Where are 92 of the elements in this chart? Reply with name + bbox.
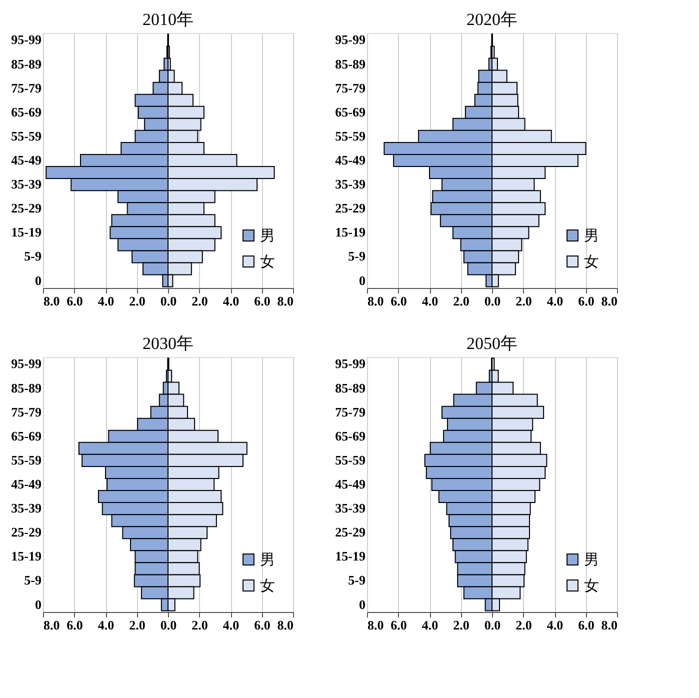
legend-label: 女 [260, 578, 275, 594]
y-tick-label: 0 [359, 272, 366, 288]
y-tick-label: 95-99 [11, 356, 42, 372]
y-tick-label: 85-89 [335, 56, 366, 72]
x-tick-label: 8.0 [277, 294, 294, 308]
x-tick-label: 2.0 [453, 294, 470, 308]
y-tick-label: 45-49 [335, 476, 366, 492]
x-tick-label: 4.0 [98, 618, 114, 632]
x-tick-label: 0.0 [484, 618, 501, 632]
y-tick-label: 25-29 [11, 524, 42, 540]
y-tick-label: 35-39 [335, 500, 366, 516]
y-tick-label: 5-9 [24, 248, 42, 264]
x-tick-label: 6.0 [66, 294, 83, 308]
x-tick-label: 6.0 [578, 294, 594, 308]
y-tick-label: 15-19 [335, 224, 366, 240]
x-tick-label: 2.0 [516, 618, 532, 632]
y-tick-label: 0 [35, 596, 42, 612]
y-tick-label: 25-29 [335, 200, 366, 216]
y-tick-label: 25-29 [11, 200, 42, 216]
y-tick-label: 75-79 [11, 404, 42, 420]
y-tick-label: 65-69 [11, 104, 42, 120]
x-tick-label: 4.0 [222, 618, 240, 632]
y-tick-label: 45-49 [11, 152, 42, 168]
y-tick-label: 75-79 [11, 80, 42, 96]
legend-label: 女 [260, 254, 275, 270]
x-tick-label: 4.0 [98, 294, 114, 308]
x-tick-label: 8.0 [368, 618, 384, 632]
x-tick-label: 2.0 [192, 294, 208, 308]
y-tick-label: 35-39 [11, 500, 42, 516]
y-tick-label: 65-69 [11, 428, 42, 444]
y-tick-label: 15-19 [11, 548, 42, 564]
x-tick-label: 8.0 [44, 618, 60, 632]
x-tick-label: 0.0 [160, 294, 177, 308]
legend-label: 女 [584, 578, 599, 594]
y-tick-label: 25-29 [335, 524, 366, 540]
y-tick-label: 95-99 [335, 32, 366, 48]
legend-label: 男 [260, 228, 275, 244]
y-tick-label: 85-89 [11, 380, 42, 396]
x-tick-label: 2.0 [453, 618, 470, 632]
y-tick-label: 75-79 [335, 80, 366, 96]
y-tick-label: 95-99 [335, 356, 366, 372]
x-tick-label: 6.0 [254, 618, 270, 632]
y-tick-label: 55-59 [335, 128, 366, 144]
chart-title: 2020年 [466, 10, 518, 29]
x-tick-label: 6.0 [578, 618, 594, 632]
x-tick-label: 4.0 [422, 618, 438, 632]
x-tick-label: 2.0 [129, 618, 146, 632]
x-tick-label: 4.0 [546, 294, 564, 308]
y-tick-label: 55-59 [11, 452, 42, 468]
x-tick-label: 8.0 [601, 294, 618, 308]
y-tick-label: 85-89 [335, 380, 366, 396]
legend-label: 男 [260, 552, 275, 568]
y-tick-label: 0 [359, 596, 366, 612]
x-tick-label: 8.0 [601, 618, 618, 632]
y-tick-label: 85-89 [11, 56, 42, 72]
x-tick-label: 8.0 [277, 618, 294, 632]
chart-title: 2010年 [142, 10, 194, 29]
y-tick-label: 45-49 [11, 476, 42, 492]
y-tick-label: 5-9 [348, 572, 366, 588]
x-tick-label: 0.0 [160, 618, 177, 632]
legend-label: 男 [584, 228, 599, 244]
x-tick-label: 4.0 [422, 294, 438, 308]
y-tick-label: 5-9 [24, 572, 42, 588]
x-tick-label: 2.0 [516, 294, 532, 308]
y-tick-label: 45-49 [335, 152, 366, 168]
y-tick-label: 65-69 [335, 104, 366, 120]
y-tick-label: 65-69 [335, 428, 366, 444]
x-tick-label: 6.0 [254, 294, 270, 308]
x-tick-label: 2.0 [192, 618, 208, 632]
x-tick-label: 6.0 [390, 618, 407, 632]
x-tick-label: 8.0 [44, 294, 60, 308]
legend-label: 女 [584, 254, 599, 270]
y-tick-label: 15-19 [11, 224, 42, 240]
y-tick-label: 35-39 [335, 176, 366, 192]
y-tick-label: 95-99 [11, 32, 42, 48]
y-tick-label: 75-79 [335, 404, 366, 420]
x-tick-label: 4.0 [222, 294, 240, 308]
x-tick-label: 0.0 [484, 294, 501, 308]
x-tick-label: 6.0 [390, 294, 407, 308]
x-tick-label: 6.0 [66, 618, 83, 632]
y-tick-label: 5-9 [348, 248, 366, 264]
y-tick-label: 55-59 [335, 452, 366, 468]
chart-title: 2030年 [142, 334, 194, 353]
x-tick-label: 4.0 [546, 618, 564, 632]
legend-label: 男 [584, 552, 599, 568]
y-tick-label: 0 [35, 272, 42, 288]
chart-title: 2050年 [466, 334, 518, 353]
y-tick-label: 35-39 [11, 176, 42, 192]
x-tick-label: 8.0 [368, 294, 384, 308]
y-tick-label: 15-19 [335, 548, 366, 564]
y-tick-label: 55-59 [11, 128, 42, 144]
x-tick-label: 2.0 [129, 294, 146, 308]
